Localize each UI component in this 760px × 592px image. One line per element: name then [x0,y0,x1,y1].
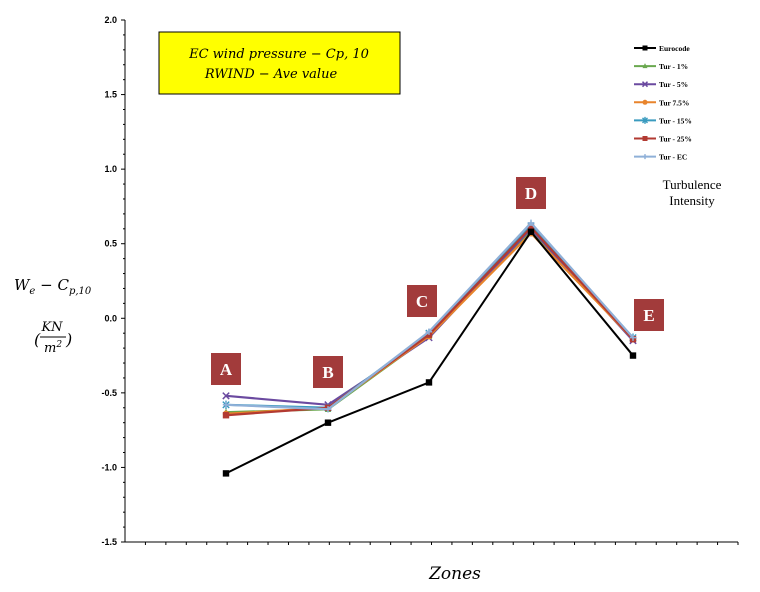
plot-area: -1.5 -1.0 -0.5 0.0 0.5 1.0 1.5 2.0 A B C D E [101,15,739,547]
zone-label-e: E [634,299,664,331]
zone-label-box [313,356,343,388]
y-axis-title: We − Cp,10 ( KN m2 ) [14,276,92,356]
y-tick-label: 1.5 [104,90,117,100]
x-ticks [144,542,739,545]
y-axis-unit-paren-close: ) [65,330,72,349]
legend-label: Tur - 15% [659,116,692,125]
zone-label-text: D [525,184,537,203]
zone-label-a: A [211,353,241,385]
zone-label-box [407,285,437,317]
chart-title-line-1: EC wind pressure − Cp, 10 [188,47,369,62]
zone-label-box [516,177,546,209]
legend: Eurocode Tur - 1% Tur - 5% Tur 7.5% Tur - 15… [634,44,692,162]
y-tick-label: -1.0 [101,462,117,472]
legend-note-line-1: Turbulence [663,177,722,192]
legend-marker [642,136,648,141]
zone-labels: A B C D E [211,177,664,388]
series-tur-ec [222,219,637,413]
zone-label-box [634,299,664,331]
legend-entry: Tur - EC [634,153,687,162]
legend-label: Eurocode [659,44,690,53]
zone-label-text: C [416,292,428,311]
data-point [222,401,230,408]
legend-entry: Tur - 1% [634,62,688,71]
series-tur-1 [222,228,637,415]
legend-entry: Tur 7.5% [634,98,689,107]
legend-label: Tur - EC [659,153,687,162]
series-eurocode [222,228,637,477]
data-point [527,219,535,227]
title-box-background [158,31,401,95]
y-tick-label: 0.5 [104,239,117,249]
zone-label-text: E [643,306,654,325]
y-tick-label: 0.0 [104,313,117,323]
legend-label: Tur - 25% [659,135,692,144]
legend-entry: Tur - 25% [634,135,692,144]
y-ticks: -1.5 -1.0 -0.5 0.0 0.5 1.0 1.5 2.0 [101,15,125,547]
x-axis-title: Zones [428,564,481,584]
data-point [425,328,433,335]
series-tur-7-5 [222,230,637,417]
y-axis-unit-numerator: KN [40,320,63,335]
y-tick-label: -0.5 [101,388,117,398]
zone-label-c: C [407,285,437,317]
data-point [629,334,637,341]
y-axis-unit-denominator: m2 [44,340,62,356]
data-point [324,419,332,426]
series-tur-25 [222,224,637,419]
legend-marker [642,99,648,105]
data-point [425,379,433,386]
legend-marker [642,116,648,124]
legend-entry: Tur - 15% [634,116,692,125]
zone-label-box [211,353,241,385]
legend-marker [642,63,648,69]
legend-marker [642,45,648,51]
series-line [225,231,634,415]
legend-marker [641,81,649,88]
legend-note-line-2: Intensity [669,193,715,208]
legend-label: Tur 7.5% [659,98,689,107]
data-point [629,352,637,359]
y-tick-label: 2.0 [104,15,117,25]
y-tick-label: 1.0 [104,164,117,174]
zone-label-text: B [322,363,333,382]
legend-label: Tur - 1% [659,62,688,71]
y-axis-title-main: We − Cp,10 [14,276,92,297]
y-axis-unit-paren-open: ( [34,330,41,349]
legend-label: Tur - 5% [659,80,688,89]
zone-label-b: B [313,356,343,388]
zone-label-d: D [516,177,546,209]
data-point [222,470,230,477]
legend-marker [642,154,648,160]
legend-note: Turbulence Intensity [663,177,722,208]
zone-label-text: A [220,360,233,379]
legend-entry: Tur - 5% [634,80,688,89]
data-point [222,412,230,419]
data-point [527,224,535,231]
series-layer [222,219,637,477]
y-tick-label: -1.5 [101,537,117,547]
series-line [225,225,634,417]
legend-entry: Eurocode [634,44,690,53]
data-point [527,228,535,235]
data-point [222,392,230,400]
data-point [324,406,332,413]
title-box: EC wind pressure − Cp, 10 RWIND − Ave va… [158,31,401,95]
chart-title-line-2: RWIND − Ave value [204,67,338,82]
